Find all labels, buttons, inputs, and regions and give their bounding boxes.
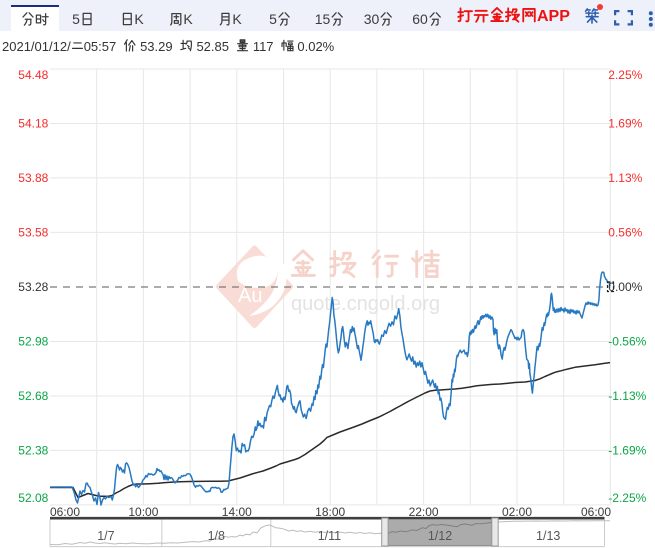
svg-text:-1.13%: -1.13% [608, 389, 646, 403]
svg-text:10:00: 10:00 [128, 505, 158, 519]
svg-text:1.13%: 1.13% [608, 171, 642, 185]
svg-text:53.28: 53.28 [18, 280, 48, 294]
svg-text:quote.cngold.org: quote.cngold.org [291, 293, 440, 315]
svg-text:0.00%: 0.00% [608, 280, 642, 294]
svg-text:02:00: 02:00 [502, 505, 532, 519]
svg-text:06:00: 06:00 [581, 505, 611, 519]
svg-text:52.68: 52.68 [18, 389, 48, 403]
svg-text:1/13: 1/13 [536, 529, 560, 543]
svg-text:54.48: 54.48 [18, 68, 48, 82]
svg-text:1/8: 1/8 [208, 529, 225, 543]
svg-text:-1.69%: -1.69% [608, 444, 646, 458]
svg-text:1/12: 1/12 [428, 529, 452, 543]
svg-text:18:00: 18:00 [315, 505, 345, 519]
svg-text:14:00: 14:00 [222, 505, 252, 519]
svg-text:52.08: 52.08 [18, 491, 48, 505]
svg-text:54.18: 54.18 [18, 117, 48, 131]
svg-text:0.56%: 0.56% [608, 226, 642, 240]
svg-text:-2.25%: -2.25% [608, 491, 646, 505]
svg-text:06:00: 06:00 [50, 505, 80, 519]
svg-text:22:00: 22:00 [409, 505, 439, 519]
svg-text:53.88: 53.88 [18, 171, 48, 185]
svg-text:-0.56%: -0.56% [608, 335, 646, 349]
svg-text:1/11: 1/11 [318, 529, 341, 543]
svg-text:53.58: 53.58 [18, 226, 48, 240]
svg-text:1/7: 1/7 [97, 529, 114, 543]
svg-text:52.38: 52.38 [18, 444, 48, 458]
svg-text:1.69%: 1.69% [608, 117, 642, 131]
svg-text:Au: Au [238, 285, 262, 307]
svg-text:2.25%: 2.25% [608, 68, 642, 82]
svg-text:52.98: 52.98 [18, 335, 48, 349]
